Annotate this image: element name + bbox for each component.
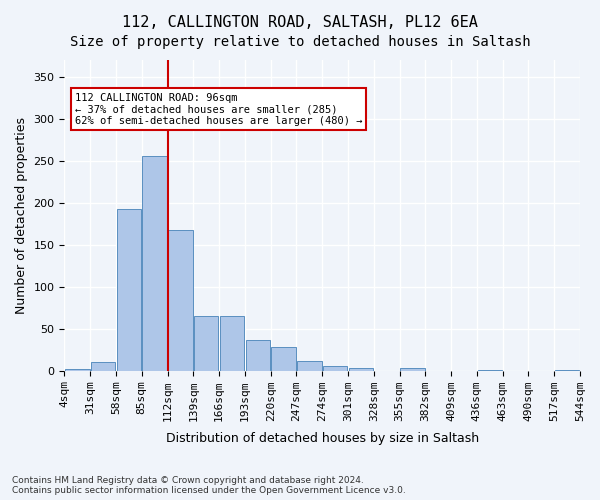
Bar [168, 230, 193, 370]
Bar [116, 210, 141, 370]
Bar [323, 366, 347, 370]
Bar [245, 340, 270, 370]
Bar [220, 316, 244, 370]
Bar [297, 360, 322, 370]
Bar [91, 362, 115, 370]
Bar [65, 369, 89, 370]
Bar [400, 368, 425, 370]
Bar [349, 368, 373, 370]
Bar [142, 156, 167, 370]
Bar [194, 316, 218, 370]
X-axis label: Distribution of detached houses by size in Saltash: Distribution of detached houses by size … [166, 432, 479, 445]
Text: 112, CALLINGTON ROAD, SALTASH, PL12 6EA: 112, CALLINGTON ROAD, SALTASH, PL12 6EA [122, 15, 478, 30]
Bar [271, 347, 296, 370]
Y-axis label: Number of detached properties: Number of detached properties [15, 117, 28, 314]
Text: 112 CALLINGTON ROAD: 96sqm
← 37% of detached houses are smaller (285)
62% of sem: 112 CALLINGTON ROAD: 96sqm ← 37% of deta… [75, 92, 362, 126]
Text: Size of property relative to detached houses in Saltash: Size of property relative to detached ho… [70, 35, 530, 49]
Text: Contains HM Land Registry data © Crown copyright and database right 2024.
Contai: Contains HM Land Registry data © Crown c… [12, 476, 406, 495]
